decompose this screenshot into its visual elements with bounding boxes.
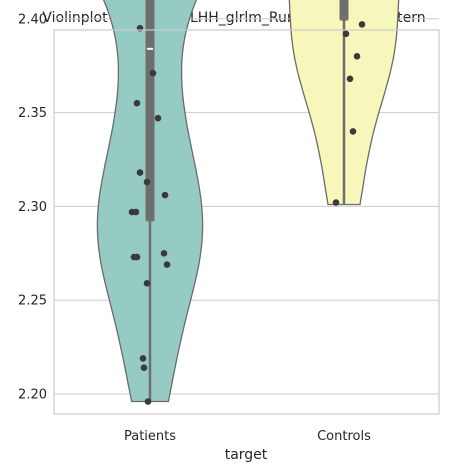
plot-frame	[53, 29, 440, 415]
data-point	[136, 169, 144, 176]
data-point	[161, 191, 169, 199]
data-point	[140, 364, 148, 372]
x-tick-label: Controls	[317, 429, 371, 444]
data-point	[143, 178, 151, 186]
data-point	[358, 21, 366, 28]
y-tick-label: 2.30	[18, 200, 47, 215]
data-point	[349, 128, 357, 135]
data-point	[332, 199, 340, 206]
data-point	[139, 355, 147, 362]
data-point	[342, 30, 350, 38]
iqr-box-controls	[339, 0, 349, 21]
box-plots	[145, 0, 349, 402]
median-patients	[147, 47, 153, 50]
y-tick-label: 2.20	[18, 388, 47, 403]
x-tick-labels: Patients Controls	[124, 429, 371, 444]
iqr-box-patients	[145, 0, 155, 222]
y-tick-label: 2.35	[18, 106, 47, 121]
data-point	[154, 114, 162, 122]
data-point	[133, 253, 141, 261]
x-axis-label: target	[225, 447, 268, 463]
data-point	[149, 69, 157, 77]
y-tick-label: 2.25	[18, 294, 47, 309]
violins	[96, 0, 400, 403]
data-point	[144, 398, 152, 405]
data-point	[133, 99, 141, 107]
x-tick-label: Patients	[124, 429, 176, 444]
strip-points	[128, 21, 366, 405]
data-point	[143, 280, 151, 287]
data-point	[128, 208, 136, 216]
data-point	[353, 53, 361, 60]
y-tick-labels: 2.202.252.302.352.402.452.502.55	[18, 12, 47, 403]
data-point	[346, 75, 354, 83]
data-point	[160, 250, 168, 257]
data-point	[163, 261, 171, 268]
y-tick-label: 2.40	[18, 12, 47, 27]
